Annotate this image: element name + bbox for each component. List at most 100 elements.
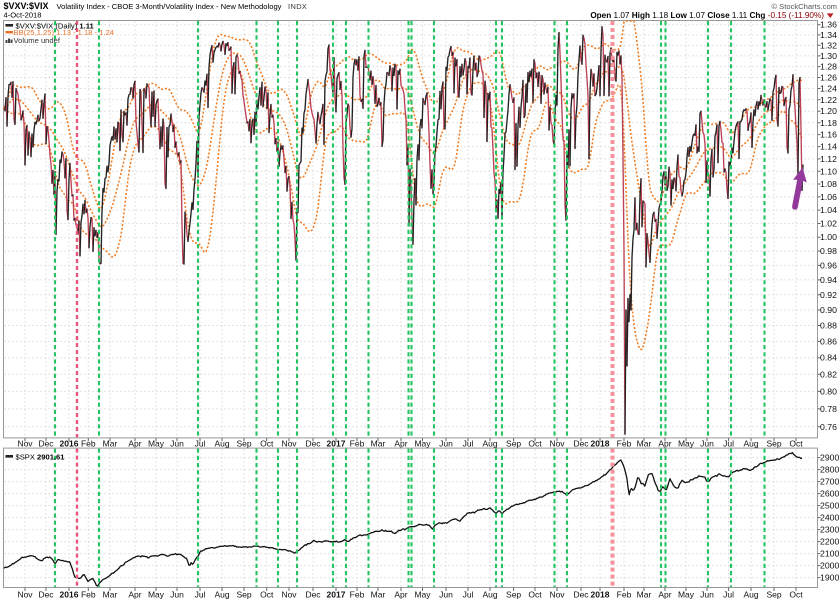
svg-text:1.34: 1.34 bbox=[820, 30, 837, 40]
svg-text:0.86: 0.86 bbox=[820, 336, 837, 346]
svg-text:0.96: 0.96 bbox=[820, 260, 837, 270]
svg-text:Jun: Jun bbox=[170, 438, 184, 448]
svg-text:$VXV:$VIX (Daily) 1.11: $VXV:$VIX (Daily) 1.11 bbox=[16, 22, 95, 31]
svg-text:Aug: Aug bbox=[214, 590, 229, 600]
svg-text:Sep: Sep bbox=[236, 590, 251, 600]
svg-text:Feb: Feb bbox=[617, 590, 632, 600]
svg-text:Mar: Mar bbox=[637, 590, 652, 600]
svg-text:Apr: Apr bbox=[658, 438, 671, 448]
svg-text:0.98: 0.98 bbox=[820, 246, 837, 256]
svg-text:2017: 2017 bbox=[327, 590, 346, 600]
svg-text:Jul: Jul bbox=[723, 590, 734, 600]
svg-text:1.12: 1.12 bbox=[820, 154, 837, 164]
svg-text:Oct: Oct bbox=[528, 438, 542, 448]
svg-text:Mar: Mar bbox=[103, 438, 118, 448]
svg-text:0.94: 0.94 bbox=[820, 275, 837, 285]
svg-text:INDX: INDX bbox=[288, 2, 307, 11]
svg-text:Apr: Apr bbox=[394, 438, 407, 448]
svg-text:1.04: 1.04 bbox=[820, 205, 837, 215]
svg-text:Jun: Jun bbox=[170, 590, 184, 600]
svg-text:Nov: Nov bbox=[281, 438, 297, 448]
svg-text:2200: 2200 bbox=[820, 537, 839, 547]
svg-text:1.08: 1.08 bbox=[820, 179, 837, 189]
svg-text:Feb: Feb bbox=[81, 590, 96, 600]
svg-text:Aug: Aug bbox=[743, 590, 758, 600]
svg-text:May: May bbox=[678, 438, 695, 448]
svg-text:Sep: Sep bbox=[506, 438, 521, 448]
svg-text:Oct: Oct bbox=[260, 438, 274, 448]
svg-text:Aug: Aug bbox=[743, 438, 758, 448]
svg-text:2000: 2000 bbox=[820, 561, 839, 571]
svg-text:1.30: 1.30 bbox=[820, 51, 837, 61]
svg-text:Nov: Nov bbox=[549, 590, 565, 600]
svg-text:Dec: Dec bbox=[573, 590, 589, 600]
svg-text:2016: 2016 bbox=[60, 590, 79, 600]
svg-text:1.22: 1.22 bbox=[820, 95, 837, 105]
svg-text:1900: 1900 bbox=[820, 573, 839, 583]
svg-text:0.76: 0.76 bbox=[820, 422, 837, 432]
svg-text:2016: 2016 bbox=[60, 438, 79, 448]
svg-text:2400: 2400 bbox=[820, 513, 839, 523]
svg-text:2900: 2900 bbox=[820, 453, 839, 463]
svg-text:Dec: Dec bbox=[305, 438, 321, 448]
svg-text:0.84: 0.84 bbox=[820, 353, 837, 363]
svg-text:0.90: 0.90 bbox=[820, 305, 837, 315]
svg-text:Aug: Aug bbox=[214, 438, 229, 448]
svg-text:0.80: 0.80 bbox=[820, 386, 837, 396]
svg-text:1.24: 1.24 bbox=[820, 84, 837, 94]
svg-text:2700: 2700 bbox=[820, 477, 839, 487]
svg-text:1.36: 1.36 bbox=[820, 20, 837, 30]
svg-text:Jul: Jul bbox=[463, 438, 474, 448]
svg-text:1.02: 1.02 bbox=[820, 219, 837, 229]
svg-text:Sep: Sep bbox=[766, 438, 781, 448]
svg-text:1.32: 1.32 bbox=[820, 40, 837, 50]
svg-text:Oct: Oct bbox=[260, 590, 274, 600]
svg-text:Jul: Jul bbox=[195, 438, 206, 448]
svg-text:Oct: Oct bbox=[528, 590, 542, 600]
svg-text:Jun: Jun bbox=[439, 438, 453, 448]
svg-text:© StockCharts.com: © StockCharts.com bbox=[771, 2, 837, 11]
svg-text:Sep: Sep bbox=[506, 590, 521, 600]
svg-text:1.16: 1.16 bbox=[820, 130, 837, 140]
svg-text:$VXV:$VIX: $VXV:$VIX bbox=[4, 1, 49, 11]
svg-text:Apr: Apr bbox=[128, 438, 141, 448]
svg-text:2018: 2018 bbox=[591, 590, 610, 600]
svg-text:Sep: Sep bbox=[236, 438, 251, 448]
svg-text:1.14: 1.14 bbox=[820, 142, 837, 152]
svg-text:1.06: 1.06 bbox=[820, 192, 837, 202]
svg-text:Aug: Aug bbox=[482, 590, 497, 600]
svg-text:Aug: Aug bbox=[482, 438, 497, 448]
svg-text:1.00: 1.00 bbox=[820, 232, 837, 242]
svg-text:Nov: Nov bbox=[17, 438, 33, 448]
svg-text:2800: 2800 bbox=[820, 465, 839, 475]
svg-text:2018: 2018 bbox=[591, 438, 610, 448]
svg-text:Jul: Jul bbox=[463, 590, 474, 600]
svg-text:Feb: Feb bbox=[350, 438, 365, 448]
svg-text:1.28: 1.28 bbox=[820, 62, 837, 72]
svg-text:0.82: 0.82 bbox=[820, 369, 837, 379]
svg-text:Mar: Mar bbox=[103, 590, 118, 600]
svg-text:Oct: Oct bbox=[789, 590, 803, 600]
svg-text:Volatility Index - CBOE 3-Mont: Volatility Index - CBOE 3-Month/Volatili… bbox=[57, 2, 282, 11]
svg-text:Jun: Jun bbox=[700, 590, 714, 600]
svg-text:1.10: 1.10 bbox=[820, 166, 837, 176]
svg-text:2017: 2017 bbox=[327, 438, 346, 448]
svg-text:Nov: Nov bbox=[17, 590, 33, 600]
svg-text:Nov: Nov bbox=[281, 590, 297, 600]
svg-text:2600: 2600 bbox=[820, 489, 839, 499]
svg-text:Mar: Mar bbox=[371, 590, 386, 600]
svg-text:2500: 2500 bbox=[820, 501, 839, 511]
svg-text:1.18: 1.18 bbox=[820, 118, 837, 128]
svg-text:Feb: Feb bbox=[617, 438, 632, 448]
svg-text:May: May bbox=[414, 438, 431, 448]
svg-text:4-Oct-2018: 4-Oct-2018 bbox=[4, 11, 42, 20]
svg-text:$SPX 2901.61: $SPX 2901.61 bbox=[16, 453, 66, 462]
svg-text:May: May bbox=[414, 590, 431, 600]
svg-text:Apr: Apr bbox=[394, 590, 407, 600]
svg-text:Nov: Nov bbox=[549, 438, 565, 448]
svg-text:2100: 2100 bbox=[820, 549, 839, 559]
svg-text:1.20: 1.20 bbox=[820, 106, 837, 116]
svg-text:Dec: Dec bbox=[38, 438, 54, 448]
svg-text:Dec: Dec bbox=[38, 590, 54, 600]
svg-text:0.88: 0.88 bbox=[820, 321, 837, 331]
